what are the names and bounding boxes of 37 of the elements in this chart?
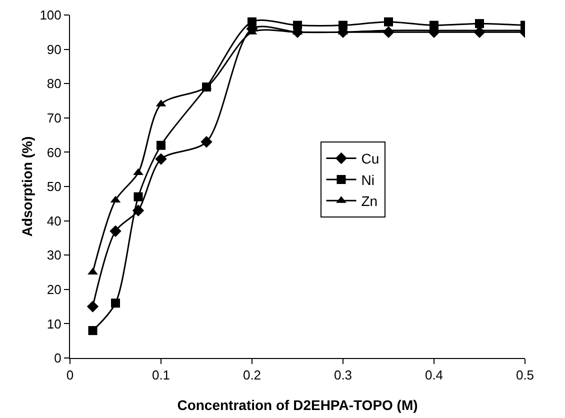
point <box>384 17 393 26</box>
x-axis-title: Concentration of D2EHPA-TOPO (M) <box>177 397 418 413</box>
x-tick-label: 0.4 <box>424 368 444 383</box>
x-tick-label: 0.5 <box>516 368 534 383</box>
y-tick-label: 50 <box>46 179 62 194</box>
y-tick-label: 30 <box>46 248 62 263</box>
y-tick-label: 20 <box>46 282 62 297</box>
point <box>293 20 302 30</box>
point <box>248 17 256 26</box>
point <box>338 20 348 30</box>
x-tick-label: 0.3 <box>334 368 352 383</box>
legend-label: Ni <box>361 172 374 188</box>
y-tick-label: 10 <box>46 316 62 332</box>
point <box>111 298 120 308</box>
point <box>88 326 98 336</box>
point <box>155 153 167 165</box>
point <box>132 204 144 216</box>
legend-label: Zn <box>361 193 378 210</box>
point <box>475 19 484 28</box>
y-tick-label: 80 <box>46 76 62 92</box>
point <box>86 300 99 312</box>
legend-label: Cu <box>361 150 380 167</box>
y-tick-label: 90 <box>46 42 62 57</box>
point <box>200 136 212 148</box>
x-tick-label: 0.1 <box>152 368 170 383</box>
y-tick-label: 70 <box>46 110 62 126</box>
x-tick-label: 0.2 <box>242 368 262 383</box>
y-tick-label: 0 <box>54 350 62 366</box>
point <box>156 140 166 150</box>
point <box>134 192 143 202</box>
y-axis-title: Adsorption (%) <box>19 136 35 237</box>
y-tick-label: 40 <box>46 213 62 228</box>
x-tick-label: 0 <box>66 368 74 383</box>
point <box>110 225 122 237</box>
y-tick-label: 60 <box>46 144 62 160</box>
y-tick-label: 100 <box>40 8 62 23</box>
point <box>133 168 144 176</box>
